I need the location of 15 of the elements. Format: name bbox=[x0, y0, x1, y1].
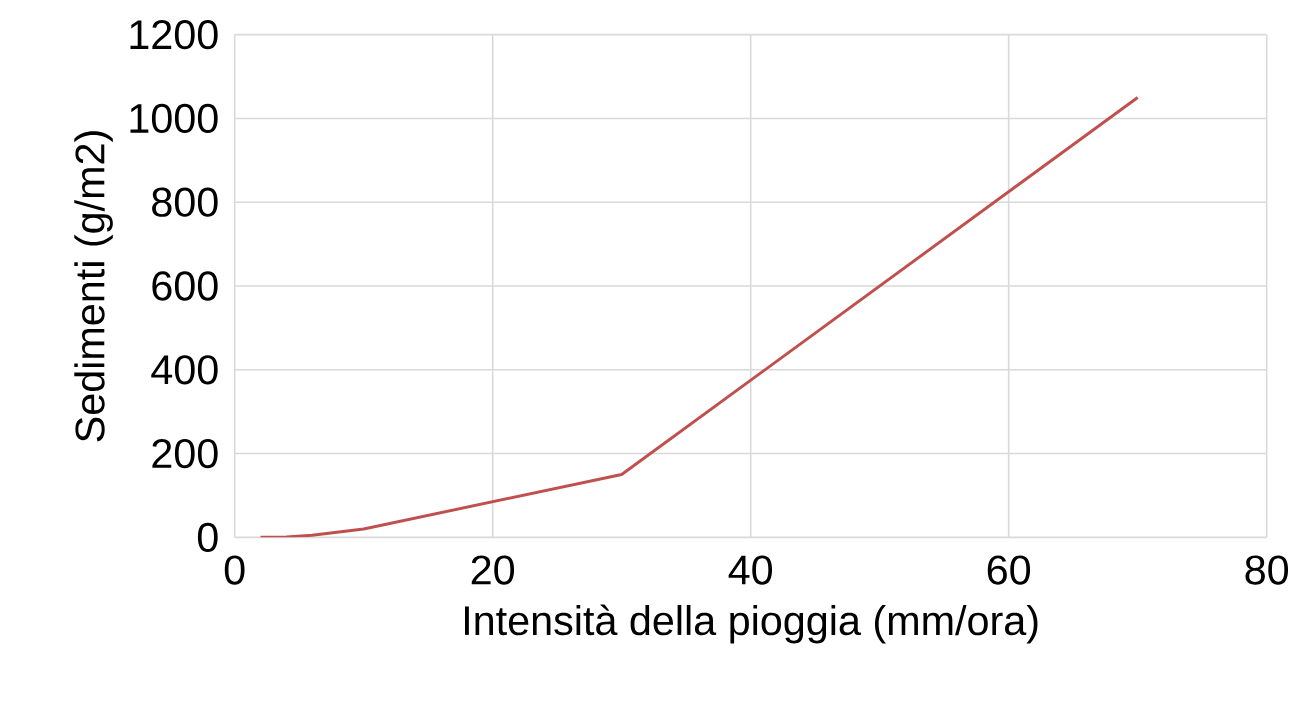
y-tick-label: 1200 bbox=[130, 20, 218, 50]
x-tick-label: 80 bbox=[1245, 555, 1289, 585]
y-tick-label: 600 bbox=[152, 271, 218, 301]
y-tick-label: 1000 bbox=[130, 103, 218, 134]
y-tick-label: 0 bbox=[197, 522, 218, 552]
x-tick-label: 60 bbox=[987, 555, 1031, 585]
y-tick-label: 200 bbox=[152, 438, 218, 469]
x-tick-label: 20 bbox=[471, 555, 515, 585]
x-tick-label: 40 bbox=[728, 555, 773, 585]
y-tick-label: 400 bbox=[151, 355, 218, 385]
line-series bbox=[259, 96, 1140, 538]
x-axis-title: Intensità della pioggia (mm/ora) bbox=[465, 604, 1038, 644]
y-axis-title: Sedimenti (g/m2) bbox=[74, 131, 113, 442]
y-tick-label: 800 bbox=[152, 187, 218, 217]
x-tick-label: 0 bbox=[224, 555, 245, 585]
